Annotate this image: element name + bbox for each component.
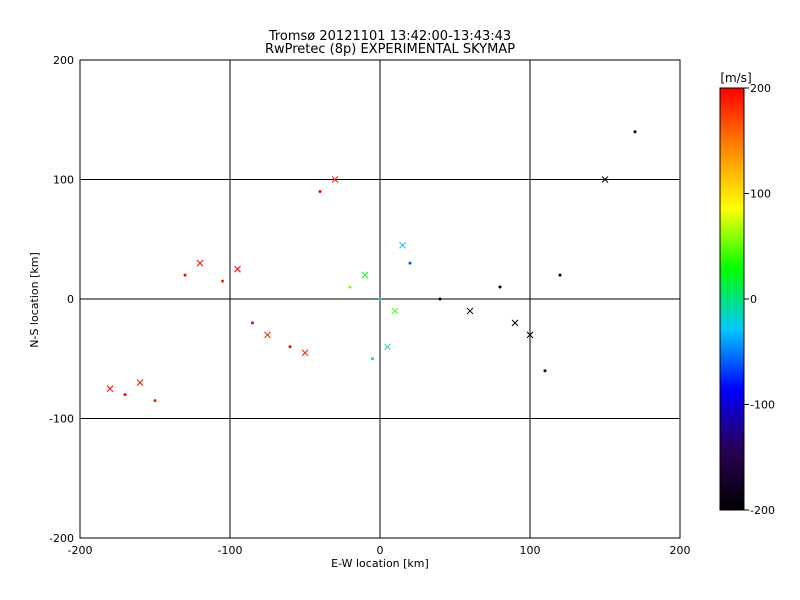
colorbar-tick-label: 0 <box>750 293 757 306</box>
data-point <box>633 130 637 134</box>
data-point <box>153 399 157 403</box>
data-point <box>526 331 534 339</box>
data-point <box>264 331 271 339</box>
data-point <box>318 189 322 193</box>
data-point <box>391 307 399 315</box>
data-point <box>331 176 339 183</box>
data-point <box>399 241 406 249</box>
data-point <box>361 271 369 279</box>
data-point <box>511 319 519 327</box>
data-point <box>543 369 547 373</box>
colorbar <box>719 87 745 511</box>
y-tick-label: -100 <box>49 413 74 426</box>
x-tick-label: 100 <box>520 544 541 557</box>
colorbar-label: [m/s] <box>720 71 751 85</box>
y-tick-label: 100 <box>53 174 74 187</box>
data-point <box>466 307 474 315</box>
colorbar-tick-label: -200 <box>750 504 775 517</box>
data-point <box>408 261 412 265</box>
data-point <box>251 321 254 325</box>
grid <box>80 60 680 538</box>
data-point <box>378 297 382 301</box>
x-axis-label: E-W location [km] <box>331 557 429 570</box>
x-tick-labels: -200 -100 0 100 200 <box>68 544 691 557</box>
y-axis-label: N-S location [km] <box>28 252 41 348</box>
x-tick-label: 0 <box>377 544 384 557</box>
x-tick-label: -100 <box>218 544 243 557</box>
y-tick-labels: -200 -100 0 100 200 <box>49 54 74 545</box>
colorbar-tick-label: 200 <box>750 82 771 95</box>
data-point <box>221 279 224 283</box>
data-point <box>601 176 609 183</box>
data-point <box>136 379 144 387</box>
x-tick-label: -200 <box>68 544 93 557</box>
colorbar-tick-labels: 200 100 0 -100 -200 <box>744 82 775 517</box>
x-tick-label: 200 <box>670 544 691 557</box>
y-tick-label: -200 <box>49 532 74 545</box>
colorbar-tick-label: -100 <box>750 399 775 412</box>
chart-subtitle: RwPretec (8p) EXPERIMENTAL SKYMAP <box>265 42 515 57</box>
data-point <box>384 343 391 351</box>
data-point <box>106 385 114 392</box>
data-point <box>438 297 442 301</box>
data-point <box>183 273 187 277</box>
data-points <box>106 130 637 403</box>
data-point <box>371 357 374 361</box>
data-point <box>234 265 241 273</box>
y-tick-label: 200 <box>53 54 74 67</box>
data-point <box>498 285 502 289</box>
data-point <box>288 345 292 349</box>
data-point <box>123 393 127 397</box>
data-point <box>348 285 352 289</box>
colorbar-tick-label: 100 <box>750 188 771 201</box>
data-point <box>196 259 204 267</box>
chart-title: Tromsø 20121101 13:42:00-13:43:43 <box>268 29 511 44</box>
y-tick-label: 0 <box>67 293 74 306</box>
data-point <box>301 349 309 357</box>
data-point <box>558 273 562 277</box>
